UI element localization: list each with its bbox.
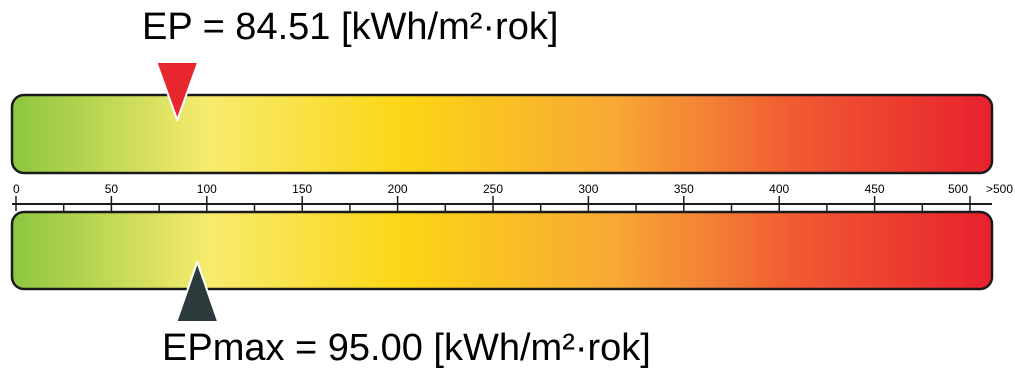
tick-label: 500 bbox=[948, 182, 968, 196]
scale-ticks bbox=[15, 196, 971, 211]
epmax-marker bbox=[175, 261, 220, 323]
scale-tick-labels: 0 50 100 150 200 250 300 350 400 450 500 >500 bbox=[13, 182, 1013, 196]
tick-label: 150 bbox=[292, 182, 312, 196]
epmax-value-label: EPmax = 95.00 [kWh/m²·rok] bbox=[162, 327, 651, 369]
ep-marker bbox=[155, 61, 200, 121]
tick-label: >500 bbox=[986, 182, 1013, 196]
tick-label: 50 bbox=[105, 182, 119, 196]
tick-label: 350 bbox=[674, 182, 694, 196]
tick-label: 0 bbox=[13, 182, 20, 196]
tick-label: 300 bbox=[578, 182, 598, 196]
tick-label: 450 bbox=[865, 182, 885, 196]
value-markers bbox=[155, 61, 220, 323]
tick-label: 400 bbox=[769, 182, 789, 196]
tick-label: 250 bbox=[483, 182, 503, 196]
tick-label: 100 bbox=[197, 182, 217, 196]
tick-label: 200 bbox=[388, 182, 408, 196]
ep-value-label: EP = 84.51 [kWh/m²·rok] bbox=[142, 6, 559, 48]
energy-bar-bottom bbox=[10, 210, 994, 291]
energy-bar-top bbox=[10, 93, 994, 175]
